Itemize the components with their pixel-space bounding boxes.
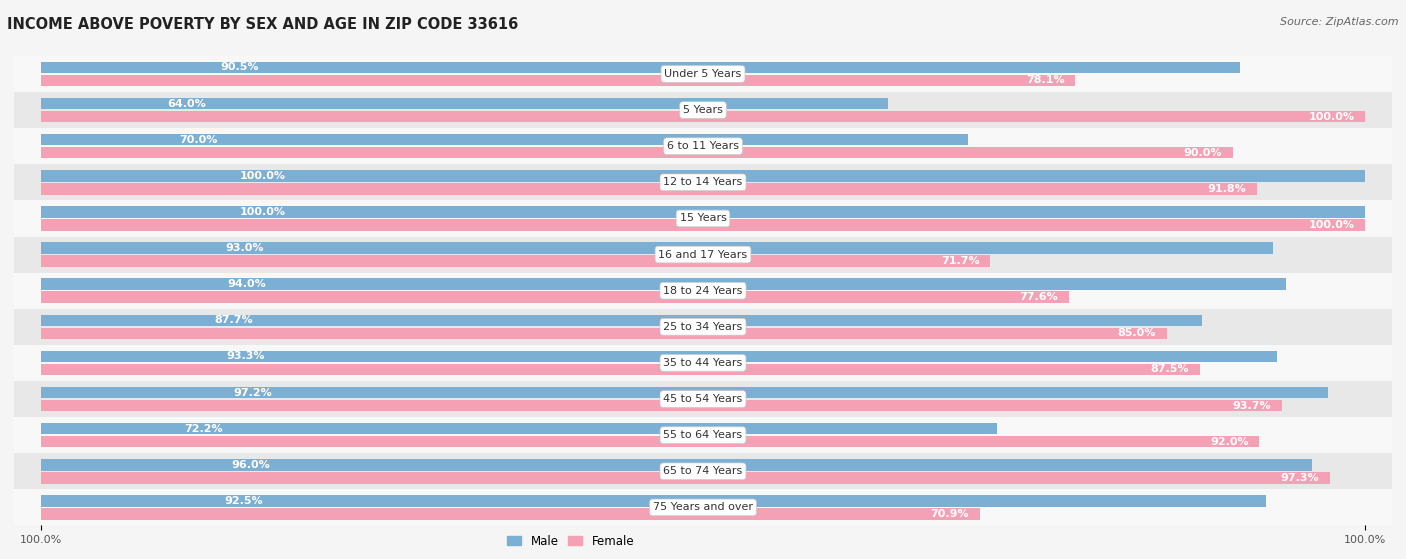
Text: 65 to 74 Years: 65 to 74 Years (664, 466, 742, 476)
Bar (41, 61, 1240, 73)
Bar (41, 495, 1265, 506)
Bar (41, 315, 1202, 326)
Bar (41, 111, 1365, 122)
Text: 92.5%: 92.5% (225, 496, 263, 506)
Text: 64.0%: 64.0% (167, 98, 207, 108)
Text: 45 to 54 Years: 45 to 54 Years (664, 394, 742, 404)
Text: 97.2%: 97.2% (233, 387, 273, 397)
Text: 100.0%: 100.0% (1309, 112, 1355, 121)
Text: 93.3%: 93.3% (226, 352, 264, 362)
Bar (41, 206, 1365, 217)
Bar (14, 200, 1392, 236)
Text: 70.0%: 70.0% (180, 135, 218, 145)
Text: 15 Years: 15 Years (679, 214, 727, 224)
Text: Under 5 Years: Under 5 Years (665, 69, 741, 79)
Bar (41, 387, 1329, 399)
Text: 97.3%: 97.3% (1281, 473, 1319, 483)
Text: 94.0%: 94.0% (228, 279, 266, 289)
Text: 90.5%: 90.5% (221, 63, 259, 73)
Text: 87.7%: 87.7% (215, 315, 253, 325)
Text: 85.0%: 85.0% (1118, 328, 1156, 338)
Bar (14, 309, 1392, 345)
Bar (14, 236, 1392, 273)
Text: 90.0%: 90.0% (1184, 148, 1222, 158)
Bar (41, 472, 1330, 484)
Text: 100.0%: 100.0% (239, 207, 285, 217)
Bar (41, 291, 1069, 303)
Bar (41, 436, 1260, 447)
Bar (41, 255, 990, 267)
Bar (14, 417, 1392, 453)
Bar (14, 92, 1392, 128)
Bar (14, 128, 1392, 164)
Text: 12 to 14 Years: 12 to 14 Years (664, 177, 742, 187)
Text: 70.9%: 70.9% (931, 509, 969, 519)
Text: 100.0%: 100.0% (239, 171, 285, 181)
Text: 78.1%: 78.1% (1026, 75, 1064, 86)
Bar (14, 345, 1392, 381)
Text: 18 to 24 Years: 18 to 24 Years (664, 286, 742, 296)
Text: 93.7%: 93.7% (1233, 401, 1271, 410)
Bar (41, 278, 1286, 290)
Bar (41, 350, 1277, 362)
Bar (41, 400, 1282, 411)
Text: 100.0%: 100.0% (1309, 220, 1355, 230)
Bar (14, 381, 1392, 417)
Text: 77.6%: 77.6% (1019, 292, 1059, 302)
Bar (41, 459, 1312, 471)
Bar (14, 489, 1392, 525)
Text: 72.2%: 72.2% (184, 424, 222, 434)
Text: 6 to 11 Years: 6 to 11 Years (666, 141, 740, 151)
Bar (14, 453, 1392, 489)
Bar (41, 147, 1233, 159)
Bar (41, 170, 1365, 182)
Bar (41, 183, 1257, 195)
Text: 92.0%: 92.0% (1211, 437, 1249, 447)
Legend: Male, Female: Male, Female (502, 530, 638, 552)
Bar (41, 508, 980, 520)
Text: 87.5%: 87.5% (1150, 364, 1189, 375)
Text: 96.0%: 96.0% (232, 460, 270, 470)
Bar (41, 98, 889, 110)
Text: 75 Years and over: 75 Years and over (652, 503, 754, 513)
Bar (41, 219, 1365, 231)
Bar (14, 56, 1392, 92)
Text: 71.7%: 71.7% (941, 256, 980, 266)
Text: 16 and 17 Years: 16 and 17 Years (658, 249, 748, 259)
Bar (41, 364, 1199, 375)
Text: 5 Years: 5 Years (683, 105, 723, 115)
Text: 55 to 64 Years: 55 to 64 Years (664, 430, 742, 440)
Bar (14, 164, 1392, 200)
Text: 35 to 44 Years: 35 to 44 Years (664, 358, 742, 368)
Text: INCOME ABOVE POVERTY BY SEX AND AGE IN ZIP CODE 33616: INCOME ABOVE POVERTY BY SEX AND AGE IN Z… (7, 17, 519, 32)
Bar (41, 75, 1076, 86)
Text: 93.0%: 93.0% (225, 243, 264, 253)
Bar (14, 273, 1392, 309)
Text: 91.8%: 91.8% (1208, 184, 1246, 194)
Bar (41, 134, 967, 145)
Bar (41, 423, 997, 434)
Text: 25 to 34 Years: 25 to 34 Years (664, 322, 742, 332)
Text: Source: ZipAtlas.com: Source: ZipAtlas.com (1281, 17, 1399, 27)
Bar (41, 242, 1272, 254)
Bar (41, 328, 1167, 339)
